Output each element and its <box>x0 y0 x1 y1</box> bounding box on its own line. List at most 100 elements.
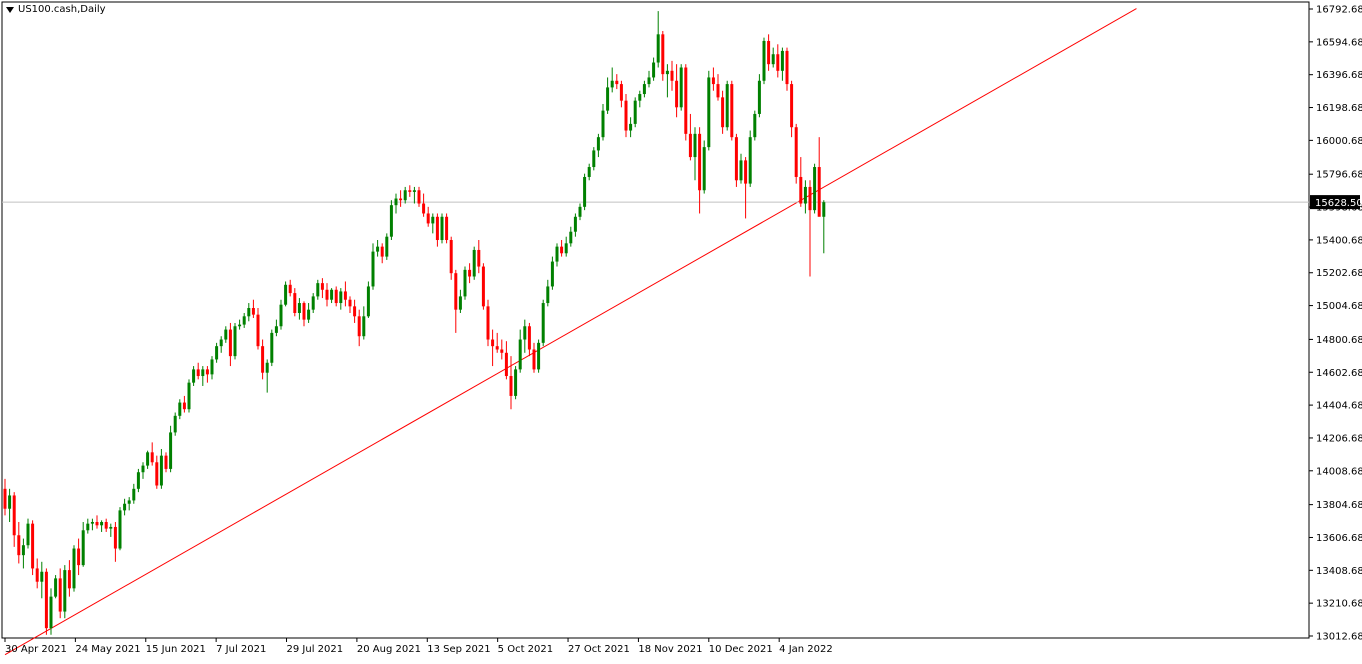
support-trendline <box>4 8 1137 656</box>
candle <box>504 341 508 380</box>
candle <box>219 336 223 353</box>
candle <box>509 356 513 410</box>
candle-body <box>537 342 541 370</box>
candle-body <box>334 289 338 304</box>
candle <box>757 74 761 118</box>
candle-body <box>790 84 794 128</box>
candles-layer <box>3 11 826 635</box>
candle-body <box>63 570 67 612</box>
candle <box>376 240 380 257</box>
candle-body <box>688 133 692 158</box>
candle-body <box>730 84 734 138</box>
candle-body <box>592 150 596 168</box>
candle-body <box>762 40 766 81</box>
candle-body <box>408 190 412 192</box>
candle-body <box>684 67 688 134</box>
symbol-label[interactable]: US100.cash,Daily <box>6 4 106 15</box>
candle <box>463 266 467 300</box>
candle <box>592 147 596 171</box>
candle-body <box>256 314 260 347</box>
candle-body <box>661 34 665 75</box>
candle <box>422 193 426 217</box>
candle-body <box>560 246 564 254</box>
candle-body <box>458 296 462 310</box>
candle <box>90 518 94 531</box>
candle-body <box>693 133 697 158</box>
candle <box>527 322 531 357</box>
candle-body <box>164 455 168 469</box>
candle <box>265 359 269 393</box>
candle-body <box>81 530 85 566</box>
candle <box>104 518 108 532</box>
candle <box>123 498 127 516</box>
candle-body <box>435 216 439 241</box>
candle-body <box>35 568 39 582</box>
candle <box>261 339 265 380</box>
candle <box>440 213 444 244</box>
candle-body <box>675 80 679 108</box>
candle-body <box>307 309 311 320</box>
candle <box>569 226 573 247</box>
candle-body <box>656 34 660 63</box>
candle-body <box>251 308 255 315</box>
candle-body <box>357 316 361 337</box>
candle-body <box>721 97 725 128</box>
candle <box>118 507 122 551</box>
candle-body <box>771 54 775 65</box>
candle <box>353 299 357 323</box>
candle <box>54 575 58 599</box>
candle <box>753 110 757 141</box>
candle-body <box>366 286 370 317</box>
candle <box>150 442 154 466</box>
candle <box>698 127 702 214</box>
candle-body <box>463 269 467 297</box>
candle <box>670 60 674 91</box>
price-tag-text: 15628.50 <box>1315 198 1362 209</box>
candle-body <box>376 246 380 252</box>
candle-body <box>449 240 453 274</box>
candle <box>500 339 504 360</box>
candle-body <box>339 291 343 304</box>
candle <box>518 329 522 373</box>
candle <box>247 303 251 322</box>
candle-body <box>670 70 674 81</box>
candle <box>675 64 679 118</box>
candle <box>141 462 145 479</box>
candle <box>537 339 541 373</box>
candle <box>486 299 490 347</box>
candle-body <box>54 578 58 597</box>
dropdown-triangle-icon[interactable] <box>6 6 14 13</box>
candle <box>399 190 403 207</box>
candle-body <box>665 70 669 75</box>
candle <box>762 37 766 85</box>
candle <box>748 130 752 187</box>
candle-body <box>417 190 421 204</box>
candle <box>3 478 7 516</box>
candle-body <box>412 190 416 192</box>
candle-body <box>113 526 117 549</box>
candle <box>366 281 370 318</box>
candle <box>578 203 582 221</box>
symbol-text: US100.cash,Daily <box>18 4 106 15</box>
candle <box>380 243 384 264</box>
candle-body <box>21 545 25 556</box>
candle-body <box>555 246 559 262</box>
candle <box>394 193 398 214</box>
candle <box>776 44 780 78</box>
candle <box>196 362 200 380</box>
candle-body <box>31 523 35 569</box>
candle-body <box>426 213 430 224</box>
candle <box>334 286 338 307</box>
candle-body <box>546 286 550 304</box>
candle-body <box>297 303 301 313</box>
candle-body <box>633 100 637 124</box>
candle <box>109 523 113 537</box>
candle <box>803 180 807 214</box>
candle <box>546 279 550 307</box>
candle <box>17 521 21 564</box>
candle-body <box>679 67 683 108</box>
y-tick-label: 14800.68 <box>1316 335 1362 346</box>
candle <box>86 518 90 534</box>
